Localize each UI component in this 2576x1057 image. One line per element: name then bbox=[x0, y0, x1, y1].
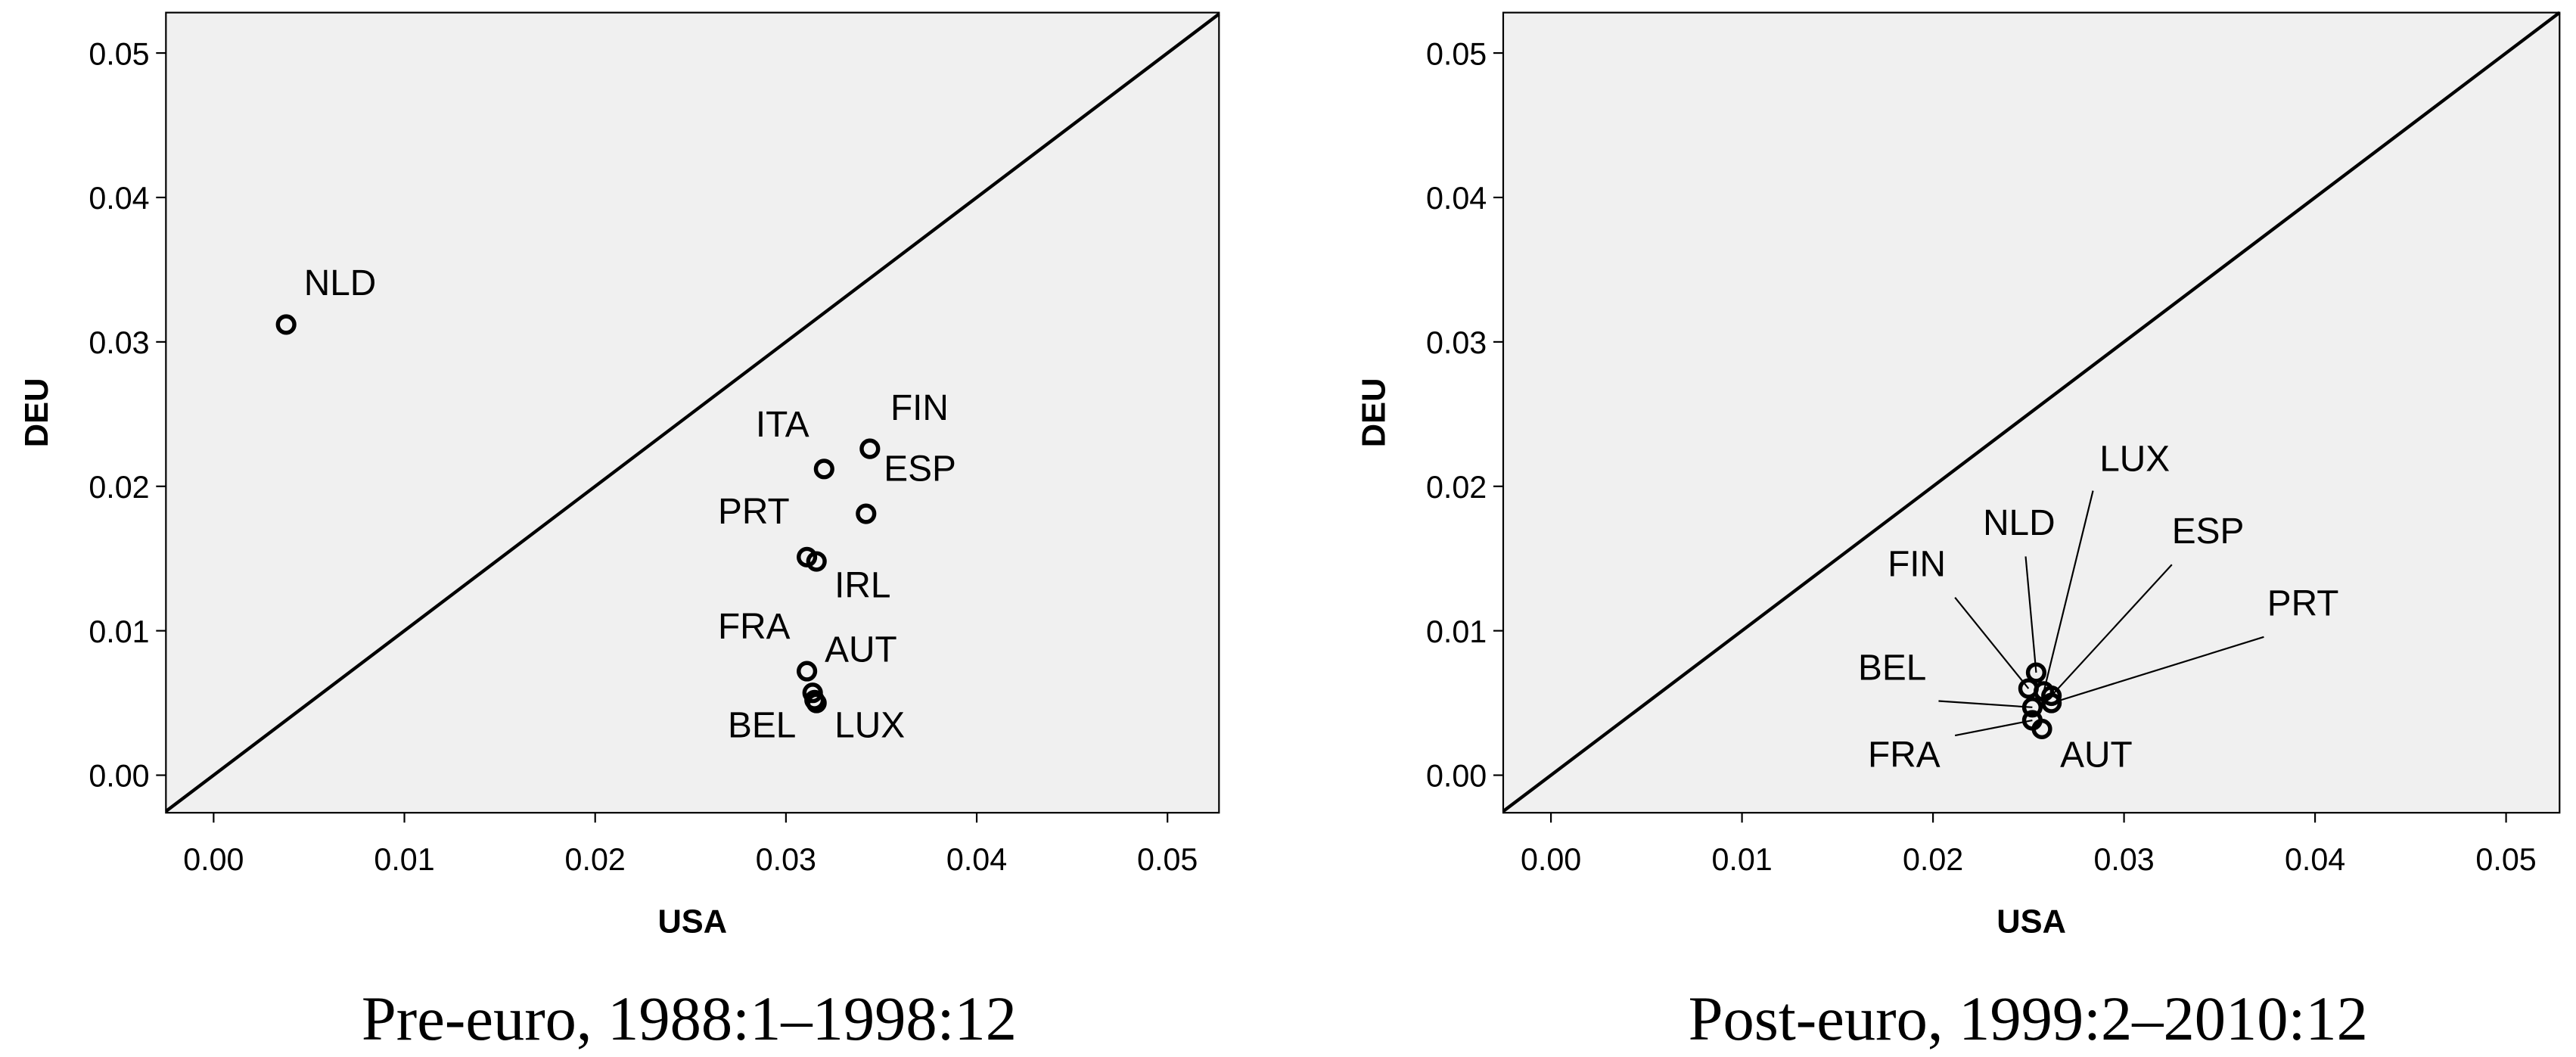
x-axis-title: USA bbox=[1996, 904, 2066, 940]
leader-line bbox=[1954, 719, 2033, 737]
leader-line bbox=[2024, 556, 2037, 673]
point bbox=[859, 438, 881, 459]
point bbox=[806, 692, 827, 713]
point bbox=[797, 546, 818, 567]
caption: Pre-euro, 1988:1–1998:12 bbox=[362, 984, 1017, 1053]
x-tick-label: 0.04 bbox=[946, 842, 1007, 877]
leader-line bbox=[2050, 564, 2173, 697]
x-tick-label: 0.04 bbox=[2285, 842, 2345, 877]
point bbox=[2031, 718, 2052, 740]
x-tick-label: 0.03 bbox=[2093, 842, 2154, 877]
x-tick-label: 0.05 bbox=[1137, 842, 1198, 877]
point-label: PRT bbox=[718, 492, 790, 532]
diagonal-line bbox=[1502, 11, 2561, 813]
point-label: ESP bbox=[884, 449, 956, 490]
y-axis-title: DEU bbox=[1356, 378, 1393, 448]
point-label: AUT bbox=[2060, 735, 2133, 775]
x-tick-label: 0.02 bbox=[1903, 842, 1963, 877]
y-tick-label: 0.00 bbox=[89, 759, 149, 794]
x-tick-label: 0.01 bbox=[374, 842, 434, 877]
point-label: ITA bbox=[756, 405, 809, 445]
y-tick-label: 0.02 bbox=[1426, 470, 1487, 505]
point-label: FRA bbox=[1868, 735, 1941, 775]
point-label: LUX bbox=[2099, 439, 2170, 479]
point-label: IRL bbox=[834, 566, 890, 606]
point bbox=[797, 661, 818, 682]
point-label: FIN bbox=[890, 388, 949, 428]
diagonal-line bbox=[165, 12, 1220, 813]
point-label: AUT bbox=[825, 630, 897, 670]
y-tick-label: 0.00 bbox=[1426, 759, 1487, 794]
leader-line bbox=[1954, 597, 2030, 689]
point-label: NLD bbox=[1983, 503, 2056, 543]
y-tick-label: 0.05 bbox=[89, 36, 149, 71]
point-label: ESP bbox=[2172, 511, 2245, 552]
y-tick-label: 0.01 bbox=[89, 614, 149, 649]
y-tick-label: 0.03 bbox=[89, 325, 149, 360]
leader-line bbox=[2043, 490, 2094, 692]
y-tick-label: 0.04 bbox=[89, 181, 149, 216]
point bbox=[2025, 662, 2047, 683]
y-tick-label: 0.04 bbox=[1426, 181, 1487, 216]
x-axis-title: USA bbox=[657, 904, 727, 940]
y-tick-label: 0.03 bbox=[1426, 325, 1487, 360]
x-tick-label: 0.02 bbox=[565, 842, 626, 877]
point bbox=[2041, 685, 2062, 707]
y-tick-label: 0.01 bbox=[1426, 614, 1487, 649]
leader-line bbox=[1938, 700, 2033, 708]
point-label: NLD bbox=[304, 263, 377, 303]
point bbox=[806, 551, 827, 572]
y-axis-title: DEU bbox=[19, 378, 55, 448]
leader-line bbox=[2051, 636, 2264, 704]
point bbox=[2021, 697, 2043, 718]
x-tick-label: 0.01 bbox=[1711, 842, 1772, 877]
y-tick-label: 0.05 bbox=[1426, 36, 1487, 71]
point bbox=[2041, 692, 2062, 713]
point-label: FRA bbox=[718, 607, 791, 647]
point-label: LUX bbox=[834, 705, 905, 745]
point-label: BEL bbox=[728, 705, 796, 745]
point bbox=[813, 459, 834, 480]
point bbox=[856, 503, 877, 524]
point-label: PRT bbox=[2267, 584, 2339, 624]
caption: Post-euro, 1999:2–2010:12 bbox=[1689, 984, 2368, 1053]
y-tick-label: 0.02 bbox=[89, 470, 149, 505]
point-label: BEL bbox=[1858, 648, 1926, 688]
point-label: FIN bbox=[1888, 544, 1946, 584]
x-tick-label: 0.00 bbox=[1521, 842, 1581, 877]
x-tick-label: 0.03 bbox=[756, 842, 816, 877]
point bbox=[275, 314, 297, 335]
x-tick-label: 0.00 bbox=[183, 842, 244, 877]
x-tick-label: 0.05 bbox=[2475, 842, 2536, 877]
